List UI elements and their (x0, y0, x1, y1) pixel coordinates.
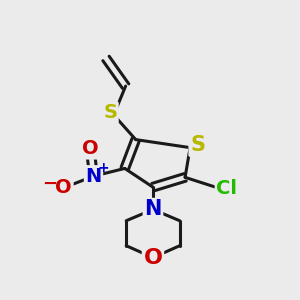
Text: S: S (190, 135, 205, 155)
Text: Cl: Cl (216, 178, 237, 197)
Text: −: − (42, 175, 57, 193)
Text: +: + (97, 161, 109, 175)
Text: O: O (82, 139, 98, 158)
Text: O: O (143, 248, 163, 268)
Text: N: N (144, 200, 162, 219)
Text: S: S (103, 103, 117, 122)
Text: O: O (56, 178, 72, 197)
Text: N: N (85, 167, 102, 186)
